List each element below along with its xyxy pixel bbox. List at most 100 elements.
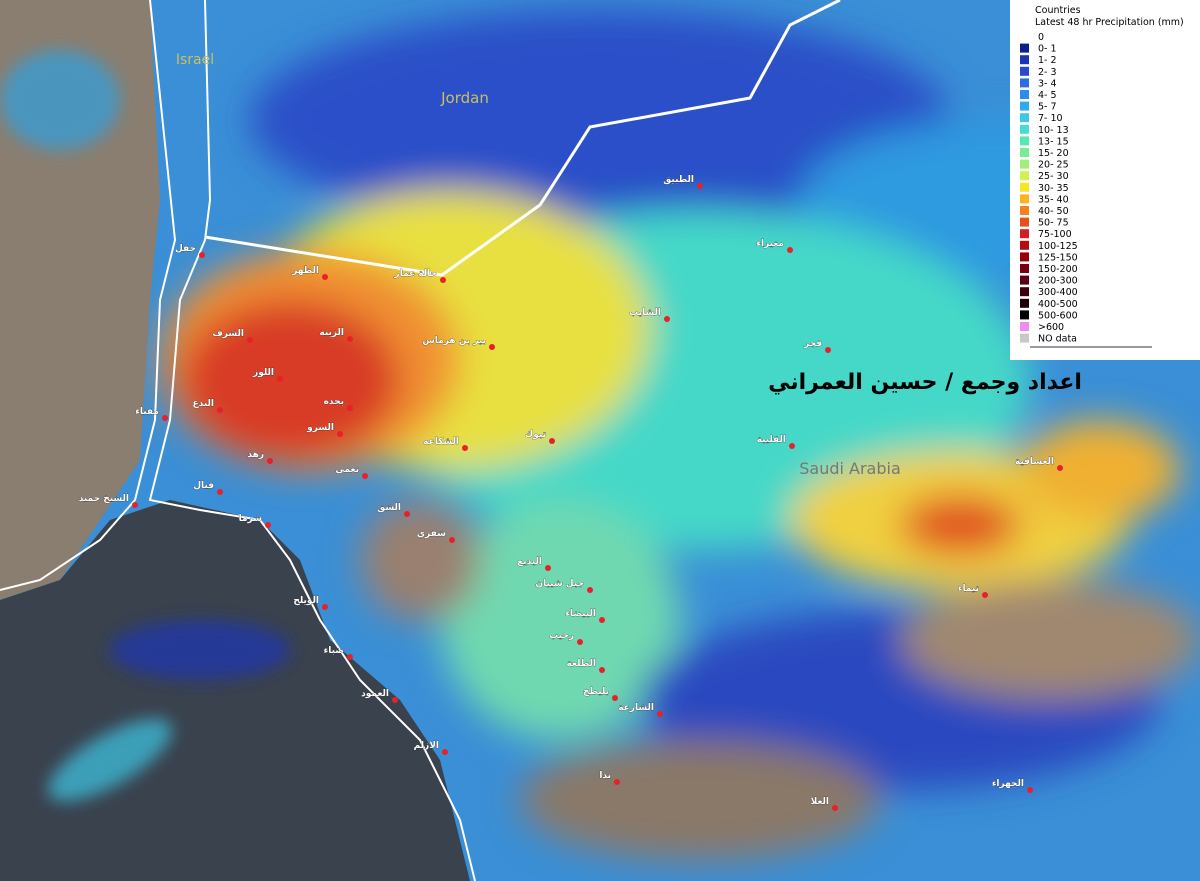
legend-swatch [1020,229,1029,239]
city-label: تيماء [958,584,979,594]
legend-label: 150-200 [1038,264,1078,275]
sinai-land [0,0,160,600]
legend-label: 500-600 [1038,310,1078,321]
city-dot [489,344,495,350]
legend-label: 10- 13 [1038,125,1069,136]
city-label: الشايب [629,308,661,318]
city-label: البدع [193,399,215,409]
legend-swatch [1020,101,1029,111]
precip-field [160,10,1200,860]
legend-label: 125-150 [1038,252,1078,263]
legend-label: 75-100 [1038,229,1072,240]
city-dot [549,438,555,444]
legend-swatch [1020,66,1029,76]
city-dot [265,522,271,528]
city-dot [322,604,328,610]
legend-swatch [1020,252,1029,262]
city-dot [442,749,448,755]
city-label: الشارعة [618,703,654,713]
city-dot [462,445,468,451]
legend-swatch [1020,194,1029,204]
city-label: ضباء [324,646,344,656]
city-label: الظهر [291,266,319,276]
city-label: حالة عمار [393,269,437,279]
city-label: السرو [306,423,334,433]
city-label: بدا [599,771,611,781]
city-label: تبوك [525,430,546,440]
city-label: الشكاعه [423,437,459,447]
legend-label: 7- 10 [1038,113,1063,124]
city-dot [362,473,368,479]
city-label: بير بن هرماس [422,336,486,346]
country-label: Saudi Arabia [799,459,901,478]
legend-swatch [1020,322,1029,331]
city-label: الطلعة [567,659,596,669]
legend-swatch [1020,182,1029,192]
legend-label: 100-125 [1038,241,1078,252]
city-dot [277,376,283,382]
coastline [0,0,177,591]
city-dot [587,587,593,593]
city-label: اللوز [252,368,274,378]
city-layer: حقل الظهر حالة عمار الطبيق مغيراء الشايب بير ب… [78,175,1063,811]
city-label: زهد [247,450,264,460]
sea-precip [0,50,290,802]
legend-box [1010,0,1200,360]
city-label: نعمى [335,465,359,475]
legend-swatch [1020,78,1029,88]
city-dot [612,695,618,701]
city-dot [247,337,253,343]
legend-swatch [1020,206,1029,215]
city-label: العسافية [1015,457,1054,467]
legend-swatch [1020,55,1029,65]
country-label: Israel [176,52,214,68]
legend-label: 13- 15 [1038,136,1069,147]
legend-swatch [1020,124,1029,134]
legend-title: Latest 48 hr Precipitation (mm) [1035,17,1184,28]
city-label: العمود [361,689,389,699]
city-dot [664,316,670,322]
legend-label: 0 [1038,32,1044,43]
city-label: الزيته [319,328,344,338]
city-dot [599,617,605,623]
city-dot [614,779,620,785]
city-label: حقل [175,244,196,254]
city-dot [217,489,223,495]
city-dot [657,711,663,717]
city-dot [789,443,795,449]
city-label: بليطح [583,687,609,697]
city-label: مغيراء [756,239,784,249]
city-dot [787,247,793,253]
legend-swatch [1020,310,1029,320]
city-dot [697,183,703,189]
legend-label: 300-400 [1038,287,1078,298]
legend-layer: Countries [1035,5,1081,16]
city-dot [217,407,223,413]
city-label: الطبيق [663,175,694,185]
city-dot [599,667,605,673]
city-dot [337,431,343,437]
legend-label: 35- 40 [1038,194,1069,205]
legend-swatch [1020,113,1029,123]
legend-label: 20- 25 [1038,160,1069,171]
city-label: مقناء [135,407,159,417]
city-dot [1027,787,1033,793]
legend-label: 40- 50 [1038,206,1069,217]
city-label: شقري [417,529,446,539]
coastline [148,0,476,881]
city-label: جبل شيبان [535,579,584,589]
city-label: بجده [324,397,344,407]
legend-label: 0- 1 [1038,44,1057,55]
city-label: البديع [517,557,542,567]
city-dot [132,502,138,508]
legend-label: >600 [1038,322,1064,333]
legend-label: 400-500 [1038,299,1078,310]
city-dot [832,805,838,811]
city-dot [825,347,831,353]
city-dot [440,277,446,283]
legend-swatch [1020,90,1029,99]
legend-swatch [1020,240,1029,250]
city-dot [982,592,988,598]
